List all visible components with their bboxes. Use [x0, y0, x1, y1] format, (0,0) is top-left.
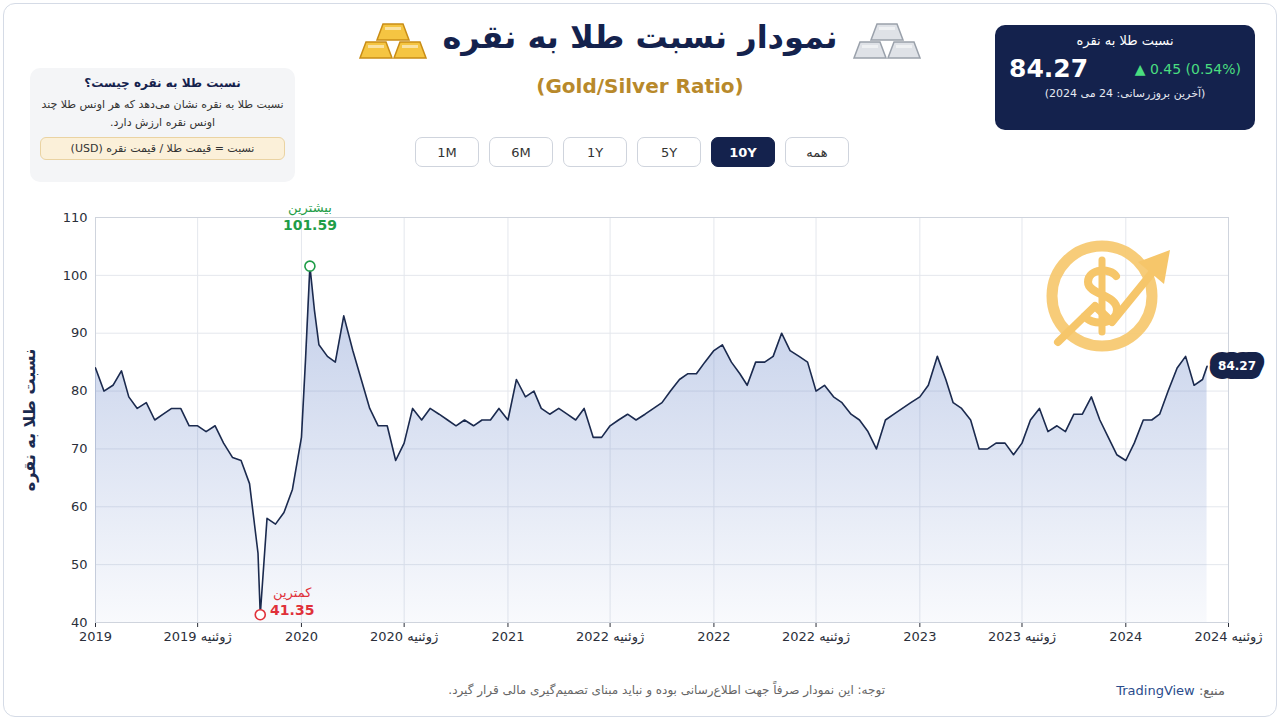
svg-text:80: 80: [71, 383, 88, 398]
html-text:10Y: 10Y: [729, 144, 757, 160]
svg-text:نسبت طلا به نقره: نسبت طلا به نقره: [20, 349, 39, 491]
svg-text:ژوئنیه 2020: ژوئنیه 2020: [370, 629, 438, 645]
html-text:نسبت طلا به نقره چیست؟: نسبت طلا به نقره چیست؟: [84, 76, 241, 90]
svg-text:2019: 2019: [79, 629, 112, 644]
html-text:نمودار نسبت طلا به نقره: نمودار نسبت طلا به نقره: [442, 18, 838, 56]
svg-text:ژوئنیه 2022: ژوئنیه 2022: [782, 629, 850, 645]
html-text:نسبت طلا به نقره نشان می‌دهد ک: نسبت طلا به نقره نشان می‌دهد که هر اونس …: [41, 98, 284, 129]
svg-text:2020: 2020: [285, 629, 318, 644]
svg-text:2021: 2021: [491, 629, 524, 644]
html-text:TradingView: TradingView: [1116, 683, 1195, 698]
svg-text:50: 50: [71, 557, 88, 572]
svg-text:2022: 2022: [697, 629, 730, 644]
svg-text:40: 40: [71, 615, 88, 630]
svg-text:2024: 2024: [1109, 629, 1142, 644]
html-text:1Y: 1Y: [586, 144, 604, 160]
svg-text:110: 110: [63, 210, 88, 225]
html-text:منبع:: منبع:: [1194, 683, 1225, 698]
svg-text:100: 100: [63, 268, 88, 283]
svg-text:101.59: 101.59: [283, 217, 337, 233]
html-text:(Gold/Silver Ratio): (Gold/Silver Ratio): [536, 74, 744, 98]
svg-text:کمترین: کمترین: [273, 585, 312, 601]
svg-text:41.35: 41.35: [270, 602, 314, 618]
svg-text:بیشترین: بیشترین: [288, 200, 332, 216]
svg-text:ژوئنیه 2022: ژوئنیه 2022: [576, 629, 644, 645]
html-text:نسبت طلا به نقره: نسبت طلا به نقره: [1076, 33, 1174, 48]
svg-text:ژوئنیه 2023: ژوئنیه 2023: [988, 629, 1056, 645]
html-text:84.27: 84.27: [1009, 54, 1089, 83]
html-text:نسبت = قیمت طلا / قیمت نقره (U: نسبت = قیمت طلا / قیمت نقره (USD): [70, 142, 255, 156]
svg-text:60: 60: [71, 499, 88, 514]
html-text:5Y: 5Y: [660, 144, 678, 160]
svg-text:2023: 2023: [903, 629, 936, 644]
svg-text:84.27: 84.27: [1218, 359, 1256, 373]
html-text:همه: همه: [806, 144, 828, 160]
svg-text:ژوئنیه 2019: ژوئنیه 2019: [164, 629, 232, 645]
svg-text:70: 70: [71, 441, 88, 456]
html-text:(آخرین بروزرسانی: 24 می 2024): (آخرین بروزرسانی: 24 می 2024): [1044, 87, 1206, 100]
html-text:توجه: این نمودار صرفاً جهت اطل: توجه: این نمودار صرفاً جهت اطلاع‌رسانی ب…: [448, 683, 885, 697]
html-text:▲ 0.45 (0.54%): ▲ 0.45 (0.54%): [1134, 60, 1241, 77]
svg-text:ژوئنیه 2024: ژوئنیه 2024: [1194, 629, 1262, 645]
svg-text:90: 90: [71, 325, 88, 340]
html-text:6M: 6M: [511, 144, 531, 160]
html-text:1M: 1M: [437, 144, 457, 160]
